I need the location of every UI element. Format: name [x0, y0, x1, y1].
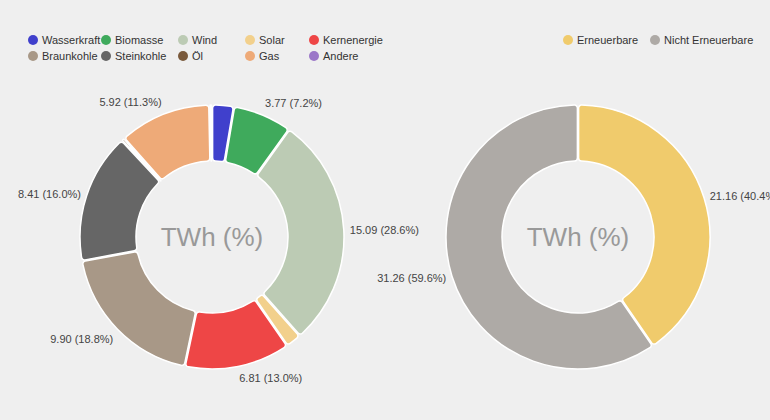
svg-text:Braunkohle: Braunkohle	[42, 50, 98, 62]
svg-text:Biomasse: Biomasse	[115, 34, 163, 46]
svg-text:5.92 (11.3%): 5.92 (11.3%)	[99, 96, 161, 108]
svg-text:Wasserkraft: Wasserkraft	[42, 34, 100, 46]
svg-text:Wind: Wind	[192, 34, 217, 46]
svg-text:Erneuerbare: Erneuerbare	[577, 34, 638, 46]
svg-text:TWh (%): TWh (%)	[527, 222, 630, 252]
svg-text:9.90 (18.8%): 9.90 (18.8%)	[50, 333, 113, 345]
svg-text:3.77 (7.2%): 3.77 (7.2%)	[265, 97, 322, 109]
svg-text:8.41 (16.0%): 8.41 (16.0%)	[18, 188, 81, 200]
svg-text:Öl: Öl	[192, 50, 203, 62]
svg-text:15.09 (28.6%): 15.09 (28.6%)	[350, 224, 419, 236]
svg-text:Andere: Andere	[323, 50, 358, 62]
svg-text:21.16 (40.4%): 21.16 (40.4%)	[710, 190, 770, 202]
svg-text:Steinkohle: Steinkohle	[115, 50, 166, 62]
svg-text:Kernenergie: Kernenergie	[323, 34, 383, 46]
svg-text:31.26 (59.6%): 31.26 (59.6%)	[377, 272, 446, 284]
svg-text:Nicht Erneuerbare: Nicht Erneuerbare	[664, 34, 753, 46]
svg-text:TWh (%): TWh (%)	[161, 222, 264, 252]
svg-text:Solar: Solar	[259, 34, 285, 46]
svg-text:6.81 (13.0%): 6.81 (13.0%)	[239, 372, 302, 384]
svg-text:Gas: Gas	[259, 50, 280, 62]
